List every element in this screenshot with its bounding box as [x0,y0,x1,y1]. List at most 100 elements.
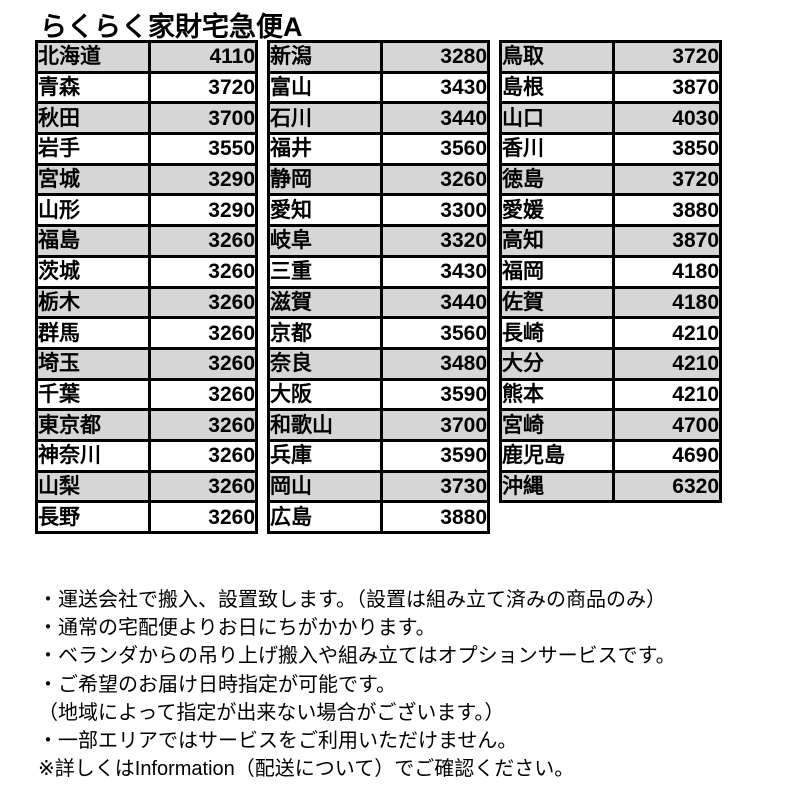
prefecture-cell: 山口 [499,101,615,136]
price-cell: 3550 [148,132,258,166]
table-row: 愛知 3300 [267,193,490,228]
price-cell: 4110 [148,40,258,74]
prefecture-cell: 京都 [267,316,383,350]
price-cell: 3870 [612,224,722,258]
table-row: 沖縄 6320 [499,469,722,504]
price-cell: 6320 [612,469,722,504]
prefecture-cell: 和歌山 [267,408,383,442]
prefecture-cell: 滋賀 [267,285,383,320]
price-cell: 3590 [380,377,490,412]
table-row: 宮崎 4700 [499,408,722,442]
prefecture-cell: 千葉 [35,377,151,412]
prefecture-cell: 福島 [35,224,151,258]
price-cell: 4210 [612,346,722,381]
price-cell: 3880 [380,500,490,534]
table-row: 秋田 3700 [35,101,258,136]
table-row: 熊本 4210 [499,377,722,412]
table-row: 栃木 3260 [35,285,258,320]
price-table-west-japan: 鳥取 3720 島根 3870 山口 4030 香川 3850 徳島 3720 愛媛 3880 高知 38… [499,40,722,504]
price-cell: 3290 [148,162,258,197]
table-row: 宮城 3290 [35,162,258,197]
prefecture-cell: 福岡 [499,254,615,289]
price-cell: 3720 [612,162,722,197]
prefecture-cell: 三重 [267,254,383,289]
note-line: ・ベランダからの吊り上げ搬入や組み立てはオプションサービスです。 [38,645,676,668]
prefecture-cell: 鹿児島 [499,438,615,473]
prefecture-cell: 栃木 [35,285,151,320]
prefecture-cell: 香川 [499,132,615,166]
prefecture-cell: 宮崎 [499,408,615,442]
price-cell: 3700 [380,408,490,442]
prefecture-cell: 北海道 [35,40,151,74]
table-row: 和歌山 3700 [267,408,490,442]
prefecture-cell: 群馬 [35,316,151,350]
table-row: 広島 3880 [267,500,490,534]
note-line: ・一部エリアではサービスをご利用いただけません。 [38,730,518,753]
table-row: 千葉 3260 [35,377,258,412]
table-row: 新潟 3280 [267,40,490,74]
table-row: 佐賀 4180 [499,285,722,320]
prefecture-cell: 青森 [35,70,151,105]
price-cell: 3720 [612,40,722,74]
price-cell: 3260 [148,316,258,350]
prefecture-cell: 長崎 [499,316,615,350]
price-cell: 3260 [148,377,258,412]
prefecture-cell: 福井 [267,132,383,166]
price-cell: 3290 [148,193,258,228]
notes-list: ・運送会社で搬入、設置致します。（設置は組み立て済みの商品のみ） ・通常の宅配便よ… [38,586,676,783]
table-row: 滋賀 3440 [267,285,490,320]
price-cell: 3440 [380,101,490,136]
price-cell: 3260 [148,408,258,442]
table-row: 岩手 3550 [35,132,258,166]
prefecture-cell: 沖縄 [499,469,615,504]
price-cell: 3870 [612,70,722,105]
prefecture-cell: 長野 [35,500,151,534]
prefecture-cell: 茨城 [35,254,151,289]
prefecture-cell: 愛媛 [499,193,615,228]
prefecture-cell: 岡山 [267,469,383,504]
price-cell: 3260 [148,254,258,289]
prefecture-cell: 岩手 [35,132,151,166]
prefecture-cell: 秋田 [35,101,151,136]
table-row: 神奈川 3260 [35,438,258,473]
prefecture-cell: 高知 [499,224,615,258]
table-row: 三重 3430 [267,254,490,289]
prefecture-cell: 山形 [35,193,151,228]
prefecture-cell: 佐賀 [499,285,615,320]
price-cell: 4030 [612,101,722,136]
price-cell: 3560 [380,316,490,350]
price-cell: 4180 [612,285,722,320]
table-row: 埼玉 3260 [35,346,258,381]
table-row: 福岡 4180 [499,254,722,289]
price-cell: 3430 [380,254,490,289]
price-cell: 3260 [148,500,258,534]
price-cell: 3260 [148,285,258,320]
price-cell: 3480 [380,346,490,381]
table-row: 鳥取 3720 [499,40,722,74]
prefecture-cell: 島根 [499,70,615,105]
table-row: 青森 3720 [35,70,258,105]
prefecture-cell: 神奈川 [35,438,151,473]
table-row: 岡山 3730 [267,469,490,504]
price-cell: 3280 [380,40,490,74]
prefecture-cell: 鳥取 [499,40,615,74]
prefecture-cell: 東京都 [35,408,151,442]
table-row: 鹿児島 4690 [499,438,722,473]
note-line: （地域によって指定が出来ない場合がございます。） [38,701,505,724]
table-row: 京都 3560 [267,316,490,350]
prefecture-cell: 石川 [267,101,383,136]
price-cell: 3720 [148,70,258,105]
table-row: 群馬 3260 [35,316,258,350]
price-cell: 4700 [612,408,722,442]
prefecture-cell: 愛知 [267,193,383,228]
prefecture-cell: 富山 [267,70,383,105]
price-cell: 3320 [380,224,490,258]
table-row: 山口 4030 [499,101,722,136]
table-row: 長崎 4210 [499,316,722,350]
table-row: 大分 4210 [499,346,722,381]
table-row: 高知 3870 [499,224,722,258]
table-row: 山形 3290 [35,193,258,228]
page-title: らくらく家財宅急便A [40,12,303,42]
prefecture-cell: 大分 [499,346,615,381]
